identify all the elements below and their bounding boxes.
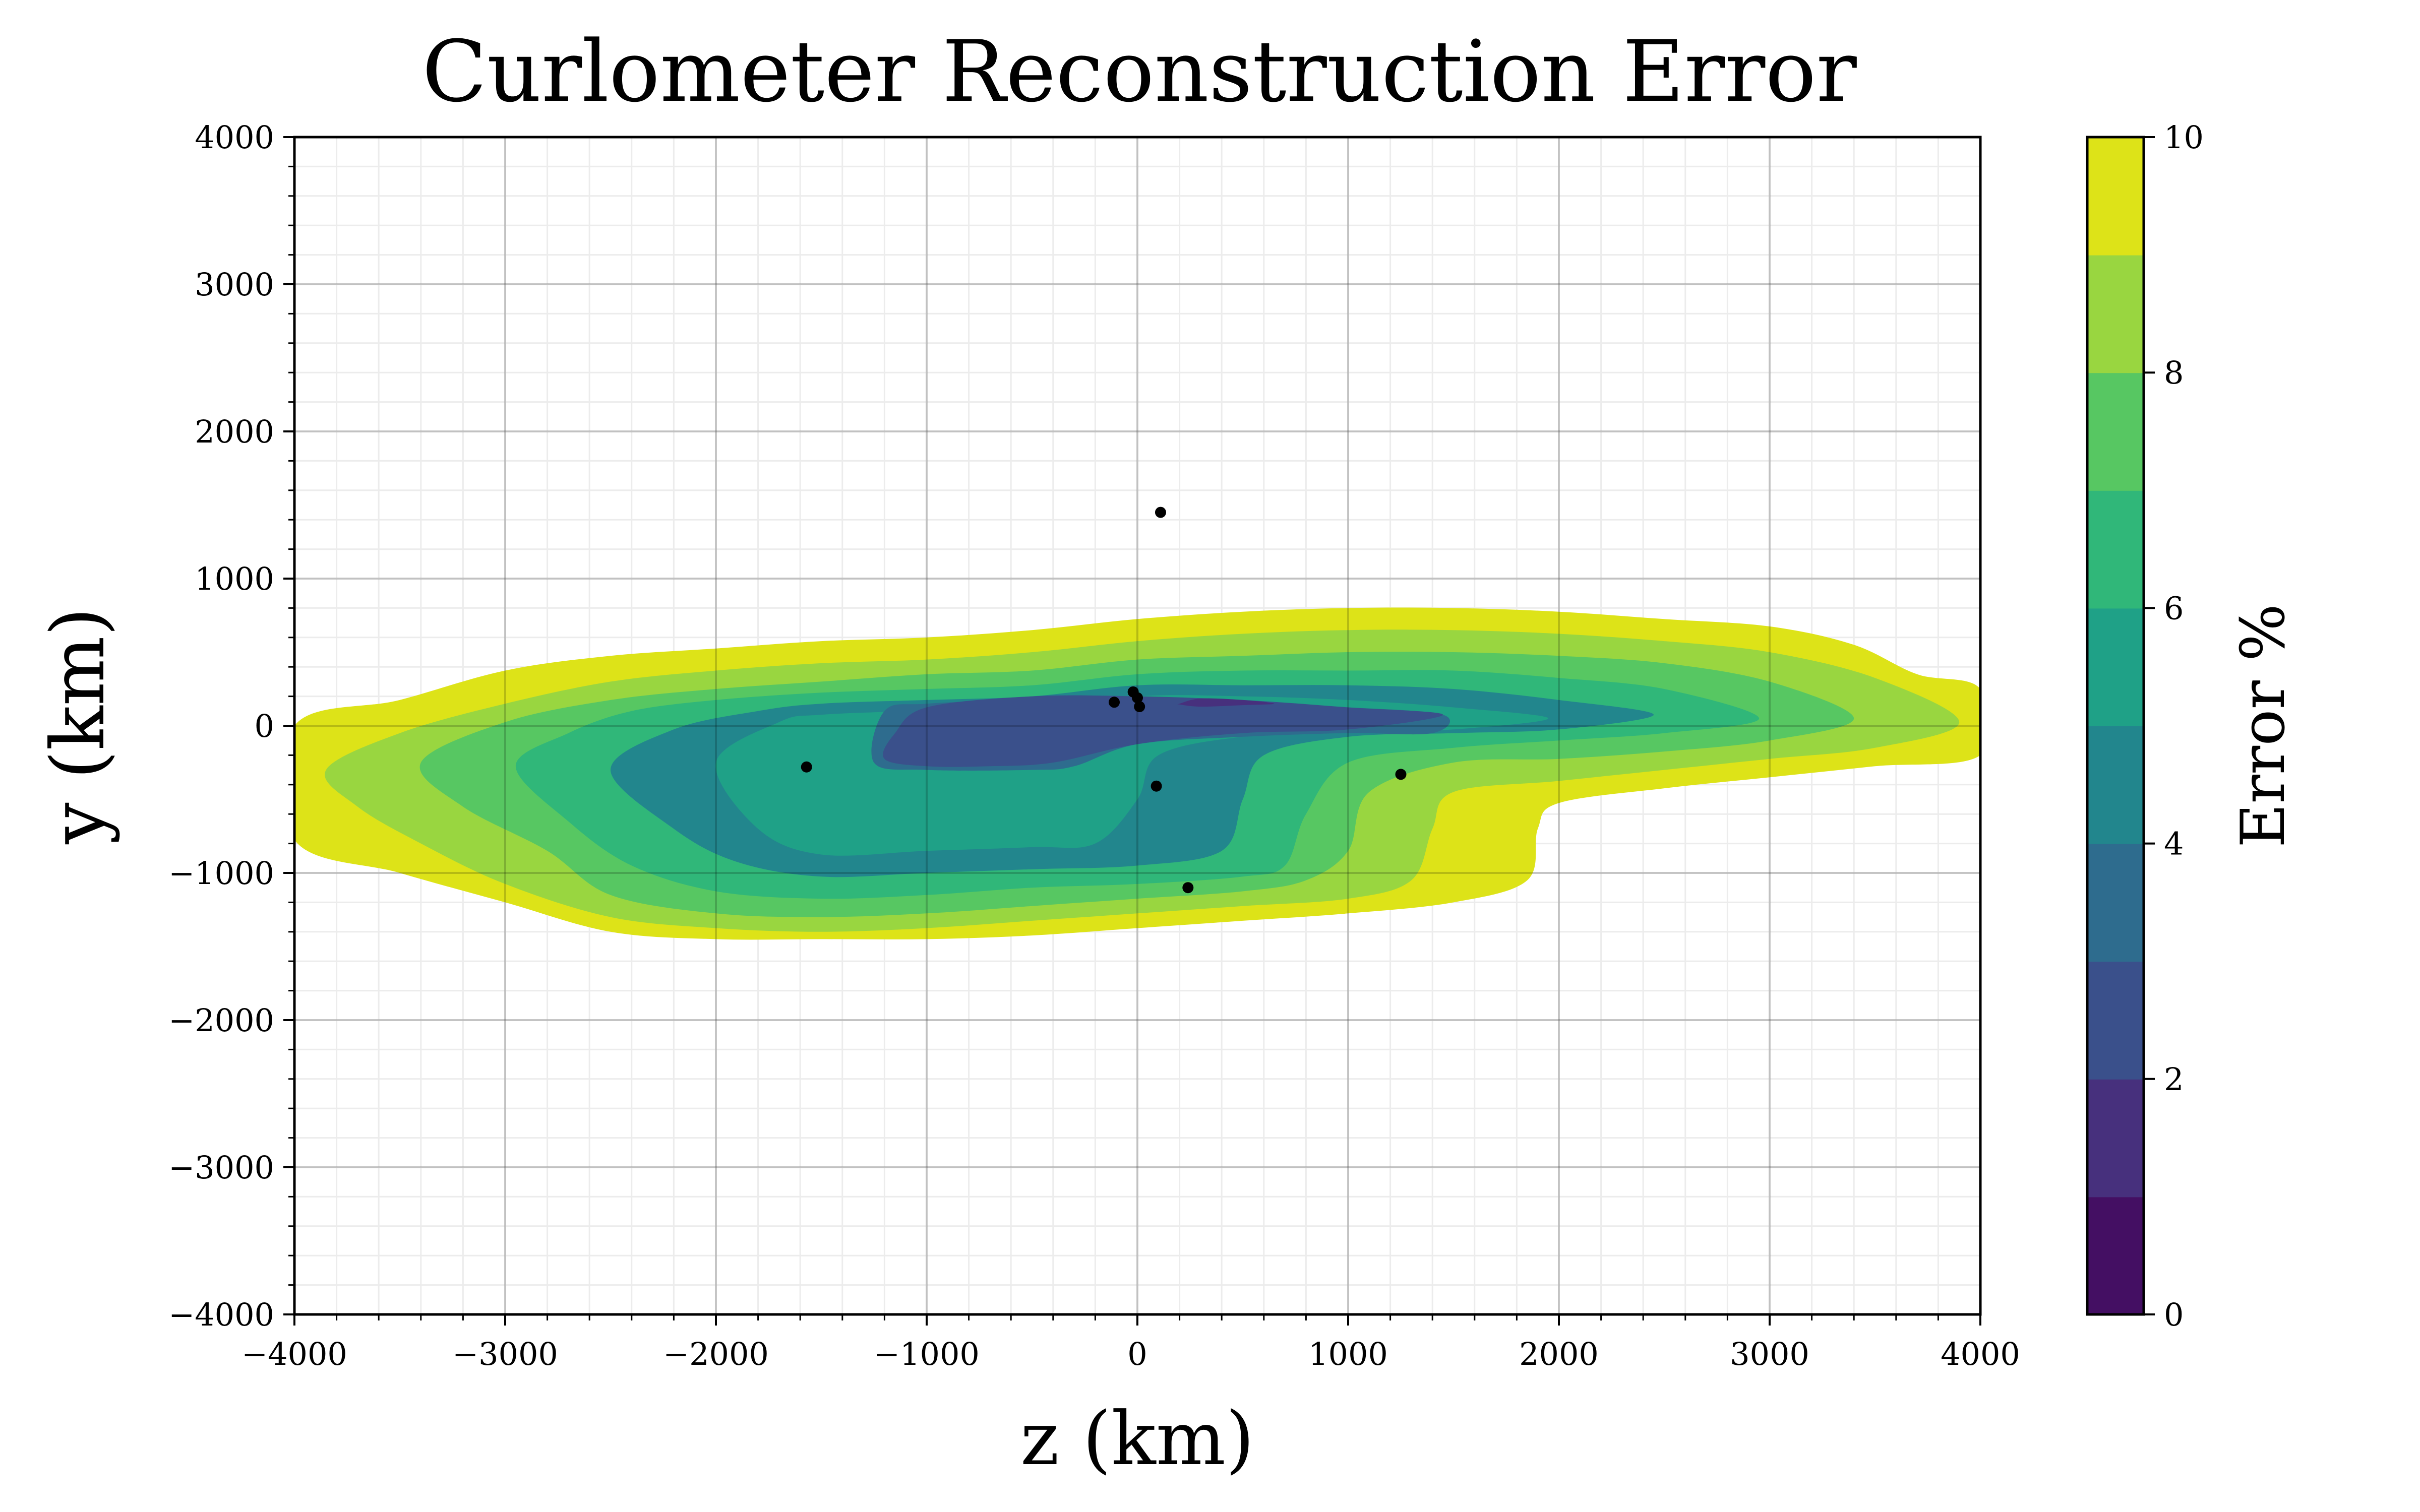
colorbar-segment <box>2087 1196 2144 1315</box>
colorbar-segment <box>2087 843 2144 962</box>
y-tick-label: 4000 <box>195 119 274 156</box>
y-tick-label: −4000 <box>168 1296 274 1333</box>
x-tick-label: −3000 <box>452 1336 558 1372</box>
colorbar-segment <box>2087 490 2144 609</box>
colorbar-frame <box>2086 136 2145 1316</box>
colorbar-segments <box>2087 137 2144 1315</box>
y-tick-label: 3000 <box>195 266 274 303</box>
x-tick-label: −1000 <box>874 1336 980 1372</box>
colorbar-segment <box>2087 372 2144 491</box>
colorbar-segment <box>2087 1079 2144 1198</box>
y-axis-ticks: −4000 −3000 −2000 −1000 0 1000 2000 3000 4000 <box>168 119 294 1333</box>
y-tick-label: 1000 <box>195 560 274 597</box>
colorbar-segment <box>2087 608 2144 726</box>
y-tick-label: −2000 <box>168 1002 274 1039</box>
x-tick-label: 4000 <box>1941 1336 2020 1372</box>
colorbar-tick-label: 8 <box>2164 354 2184 391</box>
colorbar-segment <box>2087 726 2144 844</box>
y-tick-label: 2000 <box>195 413 274 450</box>
scatter-point <box>1134 701 1145 713</box>
scatter-point <box>1109 697 1120 708</box>
y-tick-label: −1000 <box>168 855 274 892</box>
colorbar-tick-label: 10 <box>2164 119 2204 156</box>
y-axis-label: y (km) <box>35 607 121 845</box>
chart-title: Curlometer Reconstruction Error <box>422 22 1857 121</box>
colorbar-tick-label: 6 <box>2164 590 2184 626</box>
colorbar-tick-label: 2 <box>2164 1061 2184 1098</box>
plot-area <box>293 136 1982 1316</box>
colorbar-segment <box>2087 137 2144 256</box>
x-axis-ticks: −4000 −3000 −2000 −1000 0 1000 2000 3000 4000 <box>241 1314 2020 1372</box>
colorbar-ticks: 0 2 4 6 8 10 <box>2144 119 2204 1333</box>
colorbar-tick-label: 0 <box>2164 1296 2184 1333</box>
x-tick-label: 3000 <box>1730 1336 1809 1372</box>
x-tick-label: 1000 <box>1308 1336 1388 1372</box>
scatter-point <box>1182 882 1194 894</box>
colorbar: 0 2 4 6 8 10 Error % <box>2086 119 2298 1333</box>
colorbar-tick-label: 4 <box>2164 826 2184 862</box>
scatter-point <box>1155 507 1166 518</box>
contour-level-2 <box>1177 698 1275 707</box>
y-tick-label: −3000 <box>168 1149 274 1186</box>
colorbar-segment <box>2087 255 2144 373</box>
scatter-point <box>801 761 812 773</box>
scatter-point <box>1132 692 1143 704</box>
x-tick-label: −4000 <box>241 1336 347 1372</box>
x-axis-label: z (km) <box>1020 1396 1254 1482</box>
scatter-points <box>801 507 1407 894</box>
y-tick-label: 0 <box>255 708 274 744</box>
colorbar-segment <box>2087 961 2144 1080</box>
scatter-point <box>1151 780 1162 792</box>
colorbar-label: Error % <box>2228 604 2298 848</box>
x-tick-label: 0 <box>1127 1336 1147 1372</box>
contour-fills <box>294 607 1980 940</box>
contour-level-3 <box>883 695 1443 767</box>
scatter-point <box>1395 769 1407 780</box>
x-tick-label: −2000 <box>663 1336 769 1372</box>
x-tick-label: 2000 <box>1519 1336 1599 1372</box>
